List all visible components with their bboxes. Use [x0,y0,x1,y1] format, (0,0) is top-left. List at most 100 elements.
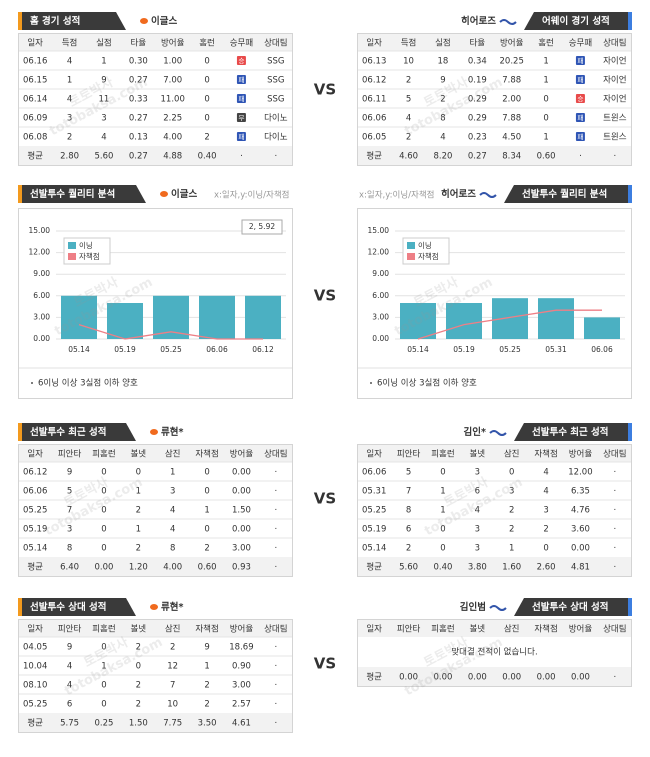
column-header: 자책점 [195,624,218,635]
cell: 1 [543,133,548,143]
cell: 10 [403,57,414,67]
cell: 0.13 [129,133,148,143]
cell: 3.00 [232,681,251,691]
cell: 0.00 [232,525,251,535]
column-header: 일자 [366,450,382,460]
table-head-bg [19,34,292,51]
note-bullet [370,382,372,384]
result-text: 패 [577,75,583,84]
cell: 0 [440,468,445,478]
column-header: 상대팀 [264,624,287,635]
header-bar [504,185,632,203]
column-header: 볼넷 [469,624,485,635]
column-header: 득점 [401,38,417,49]
table-head-bg [358,34,631,51]
result-text: 승 [577,95,583,103]
x-tick-label: 05.19 [114,345,136,354]
column-header: 자책점 [534,624,557,635]
cell: 4.00 [163,133,182,143]
cell: · [274,643,277,653]
table-frame [357,33,632,166]
team-logo [489,430,507,436]
cell: 0 [204,487,209,497]
cell: 06.12 [362,76,386,86]
average-cell: 1.60 [502,563,521,573]
column-header: 삼진 [504,449,520,460]
x-tick-label: 05.25 [160,345,182,354]
cell: 5 [406,95,411,105]
cell: 0.00 [232,487,251,497]
cell: · [274,662,277,672]
column-header: 득점 [62,38,78,49]
result-text: 승 [238,57,244,65]
y-tick-label: 12.00 [368,248,390,257]
average-cell: 0.00 [433,673,452,683]
cell: 4.76 [571,506,590,516]
result-text: 패 [238,94,244,103]
cell: 0 [101,700,106,710]
bar [107,303,143,339]
y-tick-label: 12.00 [29,248,51,257]
cell: SSG [267,95,284,105]
column-header: 승무패 [569,38,592,49]
cell: 06.06 [362,114,386,124]
cell: 05.25 [23,700,47,710]
cell: 10 [167,700,178,710]
cell: 3 [101,114,106,124]
note-bullet [31,382,33,384]
cell: 2 [136,544,141,554]
team-logo [489,605,507,611]
cell: 1 [101,662,106,672]
cell: 0 [204,525,209,535]
cell: 2 [204,544,209,554]
cell: 0 [204,95,209,105]
column-header: 자책점 [534,449,557,460]
cell: 3 [170,487,175,497]
x-tick-label: 05.14 [407,345,429,354]
average-bg [19,713,292,732]
cell: 8 [170,544,175,554]
y-tick-label: 0.00 [33,334,50,343]
legend-swatch [68,253,76,260]
cell: 0.30 [129,57,148,67]
cell: 0 [204,114,209,124]
cell: 7.88 [502,114,521,124]
column-header: 상대팀 [264,38,287,49]
average-cell: 0.00 [399,673,418,683]
header-bar [18,12,126,30]
column-header: 타율 [469,39,485,49]
y-tick-label: 9.00 [372,269,389,278]
cell: 0 [101,487,106,497]
column-header: 피안타 [58,449,82,460]
bar [245,295,281,339]
column-header: 일자 [366,625,382,635]
result-text: 패 [577,132,583,141]
axis-note: x:일자,y:이닝/자책점 [359,190,434,201]
cell: 2 [204,681,209,691]
vs-label: VS [314,490,336,508]
header-title: 어웨이 경기 성적 [542,15,610,27]
average-cell: 4.88 [163,152,182,162]
average-cell: 0.27 [129,152,148,162]
legend-label: 자책점 [79,251,100,261]
average-cell: 8.34 [502,152,521,162]
cell: 05.14 [23,544,47,554]
cell: 0 [509,468,514,478]
cell: 4 [67,681,72,691]
cell: 1.00 [163,57,182,67]
cell: · [274,544,277,554]
annotation-box [241,219,283,235]
bar [400,303,436,339]
column-header: 상대팀 [603,624,626,635]
header-bar [514,423,632,441]
table-head-bg [19,620,292,637]
x-tick-label: 05.14 [68,345,90,354]
cell: 0.27 [129,114,148,124]
average-cell: 2.60 [537,563,556,573]
team-logo [160,191,168,197]
average-cell: · [613,152,616,162]
table-frame [18,444,293,577]
average-cell: 8.20 [433,152,452,162]
cell: 0 [440,525,445,535]
average-cell: 평균 [27,562,43,573]
